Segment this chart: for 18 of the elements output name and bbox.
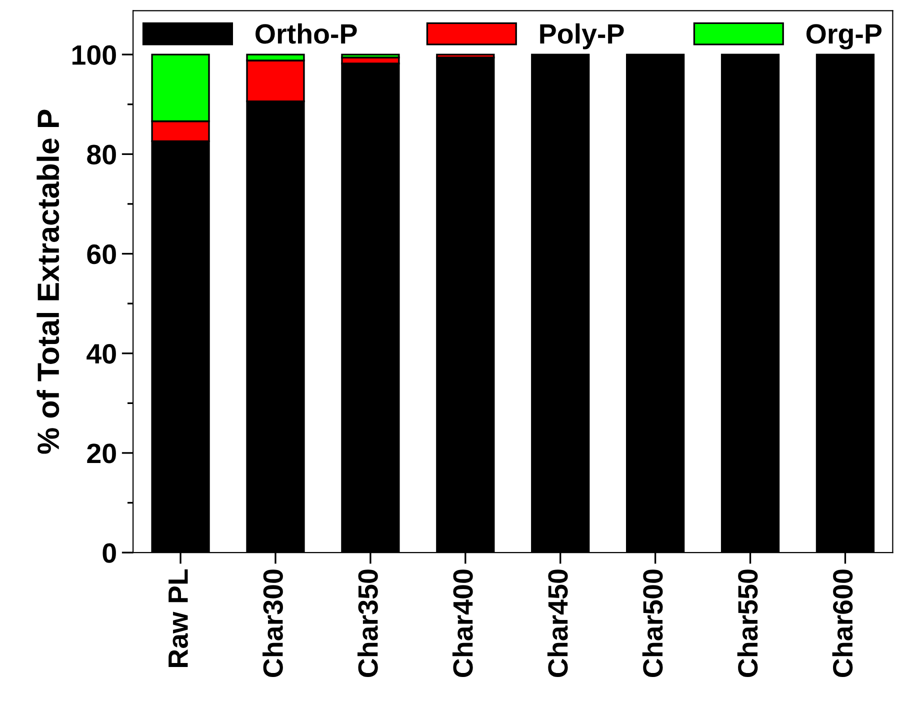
- x-tick-label: Char550: [737, 570, 758, 678]
- x-tick-label: Char300: [262, 570, 283, 678]
- x-tick-label: Char600: [832, 570, 853, 678]
- y-tick-label: 0: [102, 543, 116, 563]
- legend-label: Org-P: [806, 24, 882, 50]
- x-tick-label: Char350: [357, 570, 378, 678]
- x-tick-label: Char450: [547, 570, 568, 678]
- x-tick-label: Char500: [642, 570, 663, 678]
- legend-label: Poly-P: [540, 23, 624, 50]
- x-tick-label: Char400: [452, 570, 473, 678]
- y-tick-label: 20: [87, 444, 116, 464]
- y-tick-label: 100: [72, 45, 116, 65]
- y-tick-label: 80: [87, 144, 116, 164]
- y-axis-title: % of Total Extractable P: [36, 110, 60, 454]
- x-tick-label: Raw PL: [168, 569, 188, 668]
- y-tick-label: 60: [87, 244, 116, 264]
- y-tick-label: 40: [86, 344, 116, 364]
- legend-label: Ortho-P: [256, 23, 357, 44]
